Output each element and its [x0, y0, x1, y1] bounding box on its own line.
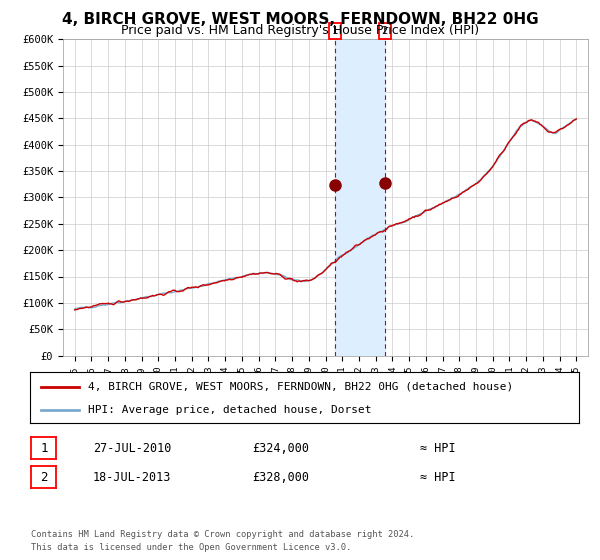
- Text: ≈ HPI: ≈ HPI: [420, 441, 455, 455]
- Text: Price paid vs. HM Land Registry's House Price Index (HPI): Price paid vs. HM Land Registry's House …: [121, 24, 479, 37]
- Text: 2: 2: [382, 26, 388, 36]
- Text: £324,000: £324,000: [252, 441, 309, 455]
- Text: HPI: Average price, detached house, Dorset: HPI: Average price, detached house, Dors…: [88, 405, 371, 415]
- Text: £328,000: £328,000: [252, 470, 309, 484]
- Text: 4, BIRCH GROVE, WEST MOORS, FERNDOWN, BH22 0HG (detached house): 4, BIRCH GROVE, WEST MOORS, FERNDOWN, BH…: [88, 381, 513, 391]
- Text: Contains HM Land Registry data © Crown copyright and database right 2024.: Contains HM Land Registry data © Crown c…: [31, 530, 415, 539]
- Text: 18-JUL-2013: 18-JUL-2013: [93, 470, 172, 484]
- Text: This data is licensed under the Open Government Licence v3.0.: This data is licensed under the Open Gov…: [31, 543, 352, 552]
- Text: 27-JUL-2010: 27-JUL-2010: [93, 441, 172, 455]
- Text: ≈ HPI: ≈ HPI: [420, 470, 455, 484]
- Text: 1: 1: [332, 26, 338, 36]
- Text: 1: 1: [40, 441, 47, 455]
- Bar: [335, 39, 385, 356]
- Text: 4, BIRCH GROVE, WEST MOORS, FERNDOWN, BH22 0HG: 4, BIRCH GROVE, WEST MOORS, FERNDOWN, BH…: [62, 12, 538, 27]
- Text: 2: 2: [40, 470, 47, 484]
